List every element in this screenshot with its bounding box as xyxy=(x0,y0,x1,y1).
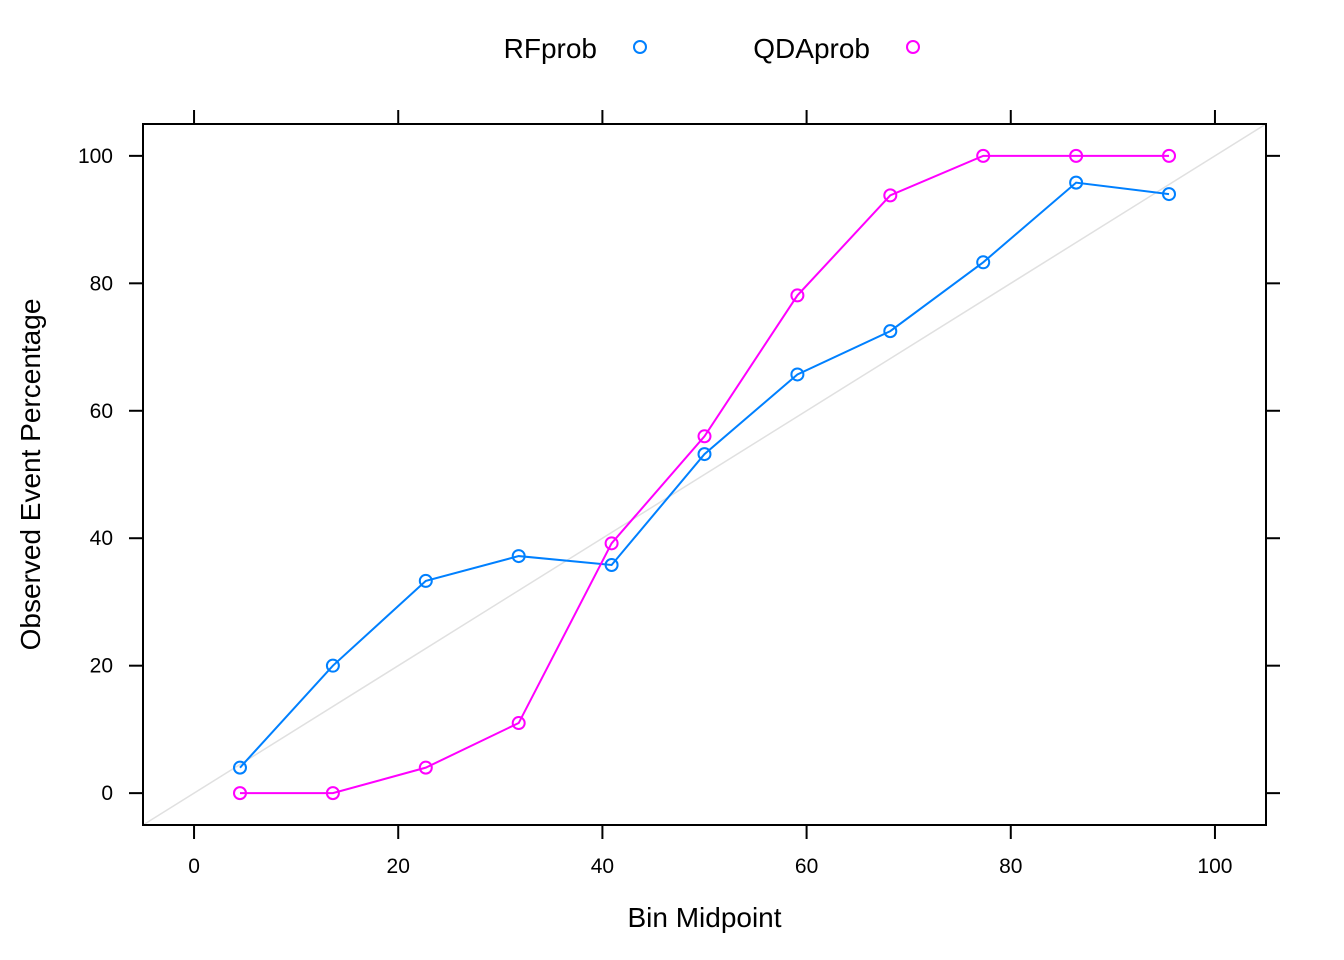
point-rfprob xyxy=(325,658,340,673)
point-qdaprob xyxy=(976,148,991,163)
y-tick-label: 60 xyxy=(90,400,113,423)
y-axis-title: Observed Event Percentage xyxy=(15,299,46,651)
plot-area xyxy=(142,123,1267,826)
point-qdaprob xyxy=(325,786,340,801)
point-qdaprob xyxy=(604,536,619,551)
point-qdaprob xyxy=(883,188,898,203)
point-rfprob xyxy=(232,760,247,775)
x-tick-label: 20 xyxy=(387,855,410,878)
plot-frame xyxy=(142,123,1267,826)
legend-marker-qdaprob xyxy=(906,40,920,54)
series-layer xyxy=(232,148,1177,801)
legend: RFprob QDAprob xyxy=(504,33,920,64)
point-qdaprob xyxy=(1069,148,1084,163)
point-qdaprob xyxy=(232,786,247,801)
point-qdaprob xyxy=(790,288,805,303)
x-axis-title: Bin Midpoint xyxy=(627,902,781,933)
axes-layer: 0 20 40 60 80 100 0 20 40 60 80 100 xyxy=(78,110,1280,878)
legend-marker-rfprob xyxy=(633,40,647,54)
point-rfprob xyxy=(697,447,712,462)
point-qdaprob xyxy=(1162,148,1177,163)
y-tick-label: 0 xyxy=(101,782,113,805)
x-tick-label: 40 xyxy=(591,855,614,878)
x-tick-label: 100 xyxy=(1197,855,1232,878)
x-tick-label: 60 xyxy=(795,855,818,878)
series-line-rfprob xyxy=(239,181,1170,769)
point-qdaprob xyxy=(511,716,526,731)
point-rfprob xyxy=(604,557,619,572)
y-tick-label: 20 xyxy=(90,655,113,678)
reference-diagonal xyxy=(142,123,1267,826)
y-tick-label: 80 xyxy=(90,272,113,295)
point-rfprob xyxy=(1069,175,1084,190)
point-qdaprob xyxy=(697,429,712,444)
x-tick-label: 80 xyxy=(999,855,1022,878)
x-tick-label: 0 xyxy=(188,855,200,878)
point-rfprob xyxy=(790,367,805,382)
point-rfprob xyxy=(511,549,526,564)
y-tick-label: 40 xyxy=(90,527,113,550)
point-qdaprob xyxy=(418,760,433,775)
point-rfprob xyxy=(976,255,991,270)
series-line-qdaprob xyxy=(239,154,1170,795)
legend-label-qdaprob: QDAprob xyxy=(753,33,870,64)
y-tick-label: 100 xyxy=(78,145,113,168)
point-rfprob xyxy=(418,573,433,588)
point-rfprob xyxy=(883,324,898,339)
point-rfprob xyxy=(1162,187,1177,202)
legend-label-rfprob: RFprob xyxy=(504,33,597,64)
